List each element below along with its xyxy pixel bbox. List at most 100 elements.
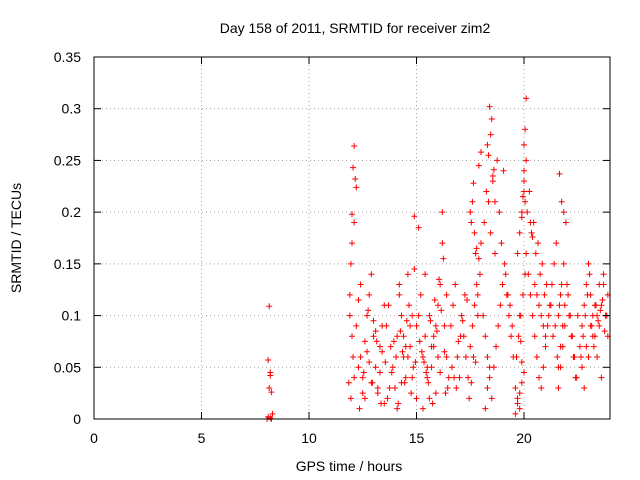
data-point (521, 167, 527, 174)
data-point (490, 166, 497, 173)
data-point (576, 343, 583, 350)
data-point (482, 333, 489, 340)
data-point (496, 209, 503, 216)
y-tick-label: 0.3 (62, 101, 82, 117)
data-point (361, 338, 368, 345)
data-point (424, 374, 431, 381)
data-point (512, 410, 519, 417)
data-point (569, 333, 576, 340)
data-point (352, 176, 359, 183)
data-point (516, 390, 523, 397)
data-point (471, 229, 478, 236)
data-point (390, 338, 397, 345)
data-point (267, 414, 274, 421)
y-tick-label: 0.25 (54, 152, 81, 168)
data-point (398, 379, 405, 386)
data-point (439, 240, 446, 247)
data-point (439, 209, 446, 216)
data-point (433, 328, 440, 335)
data-point (500, 167, 507, 174)
data-point (516, 229, 523, 236)
data-point (421, 359, 428, 366)
data-point (560, 209, 567, 216)
data-point (468, 379, 475, 386)
data-point (523, 95, 530, 102)
data-point (359, 390, 366, 397)
data-point (491, 250, 498, 257)
data-point (488, 116, 495, 123)
data-point (361, 395, 368, 402)
data-point (349, 333, 355, 340)
data-point (545, 312, 552, 319)
data-point (365, 307, 372, 314)
data-point (523, 250, 530, 257)
data-point (372, 364, 379, 371)
data-point (597, 307, 604, 314)
data-point (451, 374, 458, 381)
data-point (521, 188, 527, 195)
data-point (552, 322, 559, 329)
data-point (468, 219, 475, 226)
data-point (501, 260, 508, 267)
data-point (470, 353, 477, 360)
data-point (269, 410, 276, 417)
data-point (366, 359, 373, 366)
data-point (431, 297, 438, 304)
data-point (436, 276, 443, 283)
data-point (429, 400, 436, 407)
y-tick-label: 0 (73, 411, 81, 427)
x-axis-label: GPS time / hours (296, 458, 403, 474)
data-point (559, 343, 566, 350)
y-tick-label: 0.1 (62, 308, 82, 324)
data-point (487, 229, 494, 236)
data-point (502, 271, 509, 278)
data-point (450, 302, 457, 309)
data-point (493, 343, 500, 350)
data-point (413, 395, 420, 402)
data-point (441, 322, 448, 329)
data-point (415, 224, 422, 231)
data-point (488, 395, 495, 402)
data-point (536, 374, 543, 381)
data-point (519, 291, 526, 298)
data-point (567, 312, 574, 319)
x-tick-label: 0 (90, 430, 98, 446)
data-point (499, 281, 506, 288)
data-point (571, 353, 578, 360)
data-point (471, 302, 478, 309)
data-point (507, 302, 514, 309)
data-point (547, 302, 554, 309)
x-tick-label: 15 (409, 430, 425, 446)
data-point (461, 291, 468, 298)
data-point (543, 281, 550, 288)
data-point (403, 317, 410, 324)
data-point (531, 281, 538, 288)
data-point (518, 214, 525, 221)
data-point (561, 302, 568, 309)
data-point (399, 348, 406, 355)
data-point (540, 364, 547, 371)
data-point (580, 333, 587, 340)
data-point (357, 281, 364, 288)
data-point (394, 333, 401, 340)
data-point (523, 157, 530, 164)
data-point (485, 198, 492, 205)
data-point (475, 255, 482, 262)
data-point (409, 312, 416, 319)
data-point (417, 291, 424, 298)
data-point (521, 141, 527, 148)
data-point (452, 281, 459, 288)
data-point (577, 353, 584, 360)
data-point (402, 374, 409, 381)
x-tick-label: 20 (516, 430, 532, 446)
data-point (435, 353, 441, 360)
data-point (600, 271, 607, 278)
data-point (478, 240, 484, 247)
data-point (562, 219, 569, 226)
data-point (519, 193, 526, 200)
data-point (512, 384, 519, 391)
data-point (587, 322, 594, 329)
data-point (515, 333, 522, 340)
data-point (476, 271, 483, 278)
